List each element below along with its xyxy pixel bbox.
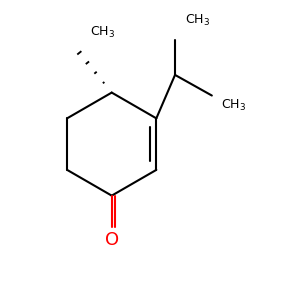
Text: CH$_3$: CH$_3$ xyxy=(185,13,211,28)
Text: CH$_3$: CH$_3$ xyxy=(221,98,246,113)
Text: CH$_3$: CH$_3$ xyxy=(90,25,115,40)
Text: O: O xyxy=(105,231,119,249)
